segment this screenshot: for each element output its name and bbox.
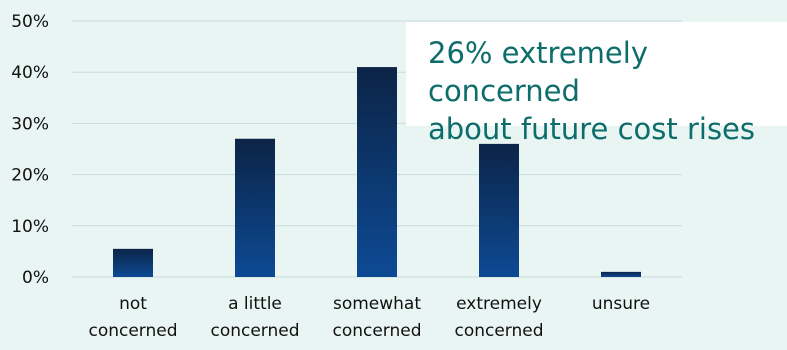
x-category-label: somewhat	[333, 294, 421, 314]
bar	[113, 248, 153, 277]
x-category-label: concerned	[332, 321, 421, 341]
x-category-label: a little	[228, 294, 282, 314]
annotation-line-1: 26% extremely concerned	[428, 36, 648, 108]
bar	[601, 271, 641, 277]
bar	[235, 138, 275, 277]
x-category-label: not	[119, 294, 147, 314]
bars	[113, 67, 641, 277]
annotation-line-2: about future cost rises	[428, 112, 756, 146]
x-category-label: concerned	[210, 321, 299, 341]
annotation-callout: 26% extremely concerned about future cos…	[406, 22, 787, 146]
x-category-label: unsure	[592, 294, 650, 314]
y-tick-label: 0%	[22, 268, 49, 288]
y-tick-label: 10%	[11, 217, 49, 237]
y-tick-label: 20%	[11, 166, 49, 186]
y-axis-ticks: 0% 10% 20% 30% 40% 50%	[11, 12, 49, 288]
x-category-label: extremely	[456, 294, 542, 314]
y-tick-label: 30%	[11, 114, 49, 134]
x-category-label: concerned	[88, 321, 177, 341]
x-category-label: concerned	[454, 321, 543, 341]
y-tick-label: 40%	[11, 63, 49, 83]
bar	[357, 67, 397, 277]
x-axis-labels: not concerned a little concerned somewhat con…	[88, 294, 650, 341]
bar	[479, 143, 519, 277]
y-tick-label: 50%	[11, 12, 49, 32]
